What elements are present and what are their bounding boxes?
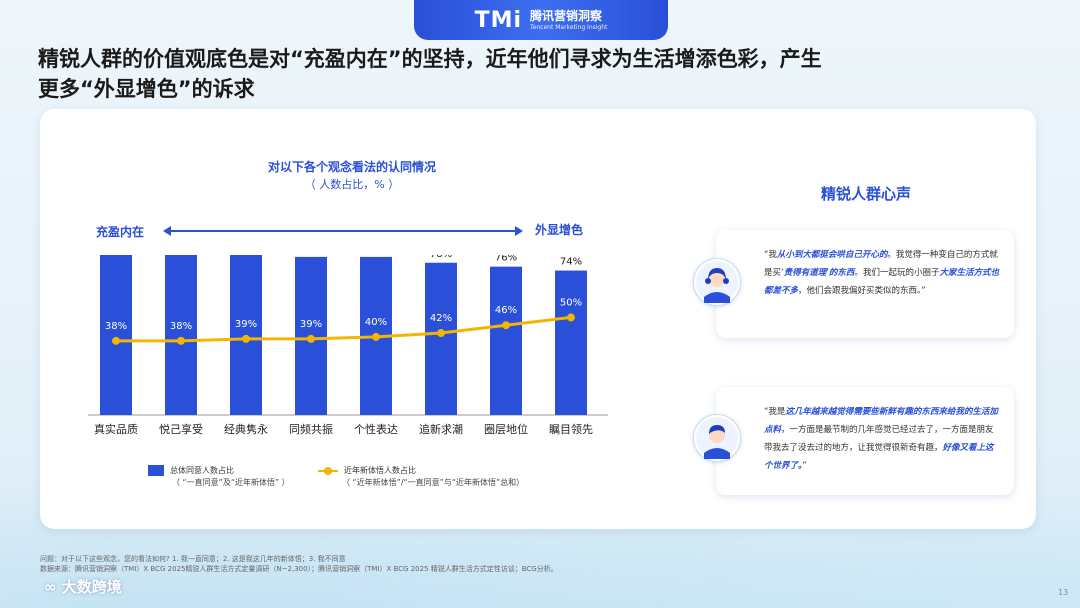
category-label: 真实品质 [94,422,138,436]
line-point [242,334,250,343]
quote-1-part: ，他们会跟我偏好买类似的东西。” [798,286,926,296]
quote-1-part: 。我们一起玩的小圈子 [854,268,940,278]
quote-2-text: “我是这几年越来越觉得需要些新鲜有趣的东西来给我的生活加点料，一方面是最节制的几… [764,403,1002,475]
brand-header: TMi 腾讯营销洞察 Tencent Marketing Insight [414,0,668,40]
legend-bar-note: （ “一直同意”及“近年新体悟” ） [172,478,290,487]
line-series [116,315,572,343]
line-value-label: 46% [495,305,517,316]
quote-1-highlight: 从小到大都挺会哄自己开心的 [776,250,888,260]
tmi-logo: TMi [474,7,523,33]
line-value-label: 50% [560,297,582,308]
footnote-source: 数据来源：腾讯营销洞察（TMI）X BCG 2025精锐人群生活方式定量调研（N… [40,565,558,573]
chart-title: 对以下各个观念看法的认同情况 [267,160,436,174]
quote-1-highlight: 的东西 [828,268,855,278]
axis-word-left: 充盈内在 [96,225,145,239]
line-value-label: 38% [170,321,192,332]
avatar-female-icon [693,258,741,306]
line-value-label: 42% [430,313,452,324]
line-value-label: 39% [300,319,322,330]
page-number: 13 [1058,588,1069,597]
line-point [177,336,185,345]
brand-name-cn: 腾讯营销洞察 [530,8,603,23]
bar [425,262,457,415]
bar-value-label: 76% [495,255,517,264]
brand-text: 腾讯营销洞察 Tencent Marketing Insight [530,10,607,31]
line-value-label: 38% [105,321,127,332]
category-label: 同频共振 [289,422,333,436]
quote-1-highlight: 贵得有道理 [783,268,827,278]
legend-line-note: （ “近年新体悟”/“一直同意”与“近年新体悟”总和） [342,478,525,487]
quote-1-part: 。我觉得一种变自己的方式就是买‘ [764,250,998,278]
voices-title: 精锐人群心声 [820,185,911,203]
chart-subtitle: （ 人数占比，% ） [304,178,400,191]
double-arrow-icon [163,226,523,236]
line-point [307,334,315,343]
legend-line-label: 近年新体悟人数占比 [344,466,416,475]
bar [165,255,197,415]
legend-bar-swatch [148,465,164,476]
quote-1-part: “我 [764,250,777,260]
line-value-label: 39% [235,319,257,330]
category-label: 追新求潮 [419,422,463,436]
line-point [437,329,445,338]
bar [490,266,522,415]
footnote-question: 问题：对于以下这些观念，您的看法如何? 1. 我一直同意；2. 这是我这几年的新… [40,555,346,563]
page-headline: 精锐人群的价值观底色是对“充盈内在”的坚持，近年他们寻求为生活增添色彩，产生 更… [38,44,1038,104]
quote-2-part: ，一方面是最节制的几年感觉已经过去了，一方面是朋友带我去了没去过的地方，让我觉得… [764,425,994,453]
watermark-text: 大数跨境 [61,578,122,596]
headline-line-1: 精锐人群的价值观底色是对“充盈内在”的坚持，近年他们寻求为生活增添色彩，产生 [38,47,822,71]
quote-2-highlight: 好像又看上这个世界了。 [764,443,994,471]
bar [555,270,587,415]
watermark: ∞ 大数跨境 [44,576,122,597]
legend-bar: 总体同意人数占比 （ “一直同意”及“近年新体悟” ） [148,465,290,489]
bar-value-label: 78% [430,255,452,260]
quote-1-highlight: 大家生活方式也都差不多 [764,268,999,296]
category-label: 悦己享受 [159,422,203,436]
quote-card-2: “我是这几年越来越觉得需要些新鲜有趣的东西来给我的生活加点料，一方面是最节制的几… [716,387,1014,495]
legend-line: 近年新体悟人数占比 （ “近年新体悟”/“一直同意”与“近年新体悟”总和） [318,465,524,489]
bar [100,255,132,415]
line-point [502,321,510,330]
axis-word-right: 外显增色 [535,223,584,237]
line-point [567,313,575,322]
watermark-logo-icon: ∞ [44,578,62,596]
category-label: 瞩目领先 [549,423,593,436]
line-value-label: 40% [365,317,387,328]
bar-value-label: 74% [560,257,582,268]
line-point [112,336,120,345]
quote-2-highlight: 这几年越来越觉得需要些新鲜有趣的东西来给我的生活加点料 [764,407,998,435]
category-label: 圈层地位 [484,422,528,436]
quote-1-part: ’ [826,268,829,278]
quote-1-text: “我从小到大都挺会哄自己开心的。我觉得一种变自己的方式就是买‘贵得有道理’的东西… [764,246,1002,300]
legend-bar-label: 总体同意人数占比 [170,466,234,475]
category-label: 经典隽永 [224,422,268,436]
avatar-male-icon [693,414,741,462]
quote-2-part: “我是 [764,407,786,417]
chart-plot: 86%真实品质85%悦己享受82%经典隽永81%同频共振81%个性表达78%追新… [88,255,608,436]
line-point [372,332,380,341]
legend-line-swatch [318,466,338,475]
quote-card-1: “我从小到大都挺会哄自己开心的。我觉得一种变自己的方式就是买‘贵得有道理’的东西… [716,230,1014,338]
headline-line-2: 更多“外显增色”的诉求 [38,77,255,101]
brand-name-en: Tencent Marketing Insight [530,23,608,31]
quote-2-part: ” [802,461,807,471]
category-label: 个性表达 [354,422,398,436]
